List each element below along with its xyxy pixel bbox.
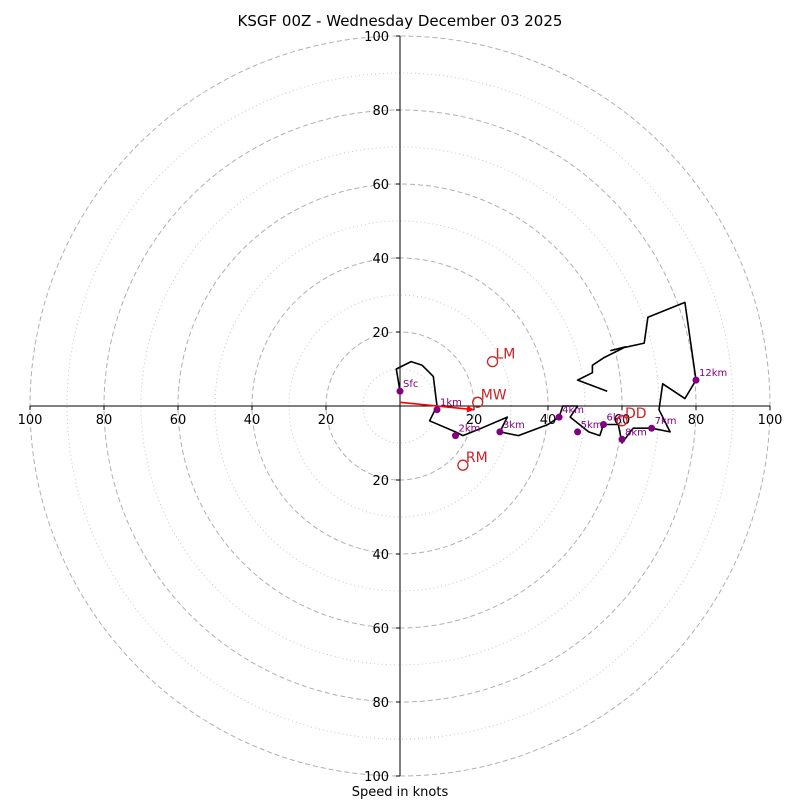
- tick-label-right-80: 80: [688, 413, 705, 428]
- motion-marker-RM: [457, 459, 469, 471]
- tick-labels: 100 80 60 40 20 20 40 60 80 100204060801002040608…: [18, 30, 783, 785]
- motion-label-DD: DD: [625, 406, 647, 422]
- tick-label-up-100: 100: [364, 30, 389, 45]
- motion-label-LM: LM: [496, 347, 516, 363]
- height-label-12km: 12km: [699, 368, 727, 379]
- tick-label-up-40: 40: [372, 252, 389, 267]
- motion-marker-DD: [616, 415, 628, 427]
- height-marker-12km: [692, 376, 700, 384]
- height-label-7km: 7km: [655, 416, 677, 427]
- tick-label-left-100: 100: [18, 413, 43, 428]
- tick-label-down-60: 60: [372, 622, 389, 637]
- height-marker-2km: [452, 432, 459, 440]
- height-label-4km: 4km: [562, 405, 584, 416]
- tick-label-right-100: 100: [758, 413, 783, 428]
- height-label-8km: 8km: [625, 427, 647, 438]
- hodograph-trace: [395, 301, 697, 444]
- tick-label-down-20: 20: [372, 474, 389, 489]
- tick-label-down-100: 100: [364, 770, 389, 785]
- tick-label-down-80: 80: [372, 696, 389, 711]
- height-marker-4km: [555, 413, 563, 421]
- mean-wind-vector: [399, 401, 475, 411]
- tick-label-down-40: 40: [372, 548, 389, 563]
- chart-title: KSGF 00Z - Wednesday December 03 2025: [238, 12, 563, 30]
- tick-label-left-80: 80: [96, 413, 113, 428]
- height-marker-Sfc: [396, 387, 404, 395]
- mean-wind-arrowhead: [466, 405, 474, 413]
- height-marker-7km: [648, 424, 656, 432]
- storm-motion-markers-layer: LM MW RM DD: [457, 347, 647, 471]
- height-label-5km: 5km: [581, 420, 603, 431]
- tick-label-up-60: 60: [372, 178, 389, 193]
- tick-label-up-20: 20: [372, 326, 389, 341]
- motion-label-RM: RM: [466, 450, 488, 466]
- height-marker-5km: [574, 428, 582, 436]
- tick-label-right-40: 40: [540, 413, 557, 428]
- hodograph-trace-layer: [395, 301, 697, 444]
- motion-marker-LM: [486, 355, 499, 368]
- motion-marker-MW: [472, 396, 484, 408]
- mean-wind-vector-layer: [399, 401, 475, 413]
- height-label-1km: 1km: [440, 398, 462, 409]
- motion-label-MW: MW: [481, 387, 507, 403]
- tick-label-up-80: 80: [372, 104, 389, 119]
- height-marker-6km: [600, 421, 607, 428]
- tick-label-left-60: 60: [170, 413, 187, 428]
- height-marker-1km: [433, 406, 441, 414]
- axes: [30, 36, 770, 776]
- tick-label-left-20: 20: [318, 413, 335, 428]
- tick-label-left-40: 40: [244, 413, 261, 428]
- height-marker-8km: [618, 435, 626, 443]
- height-marker-3km: [496, 428, 504, 436]
- height-label-Sfc: Sfc: [403, 379, 418, 390]
- height-label-3km: 3km: [503, 420, 525, 431]
- height-label-2km: 2km: [459, 424, 481, 435]
- x-axis-label: Speed in knots: [352, 785, 449, 800]
- tick-label-right-20: 20: [466, 413, 483, 428]
